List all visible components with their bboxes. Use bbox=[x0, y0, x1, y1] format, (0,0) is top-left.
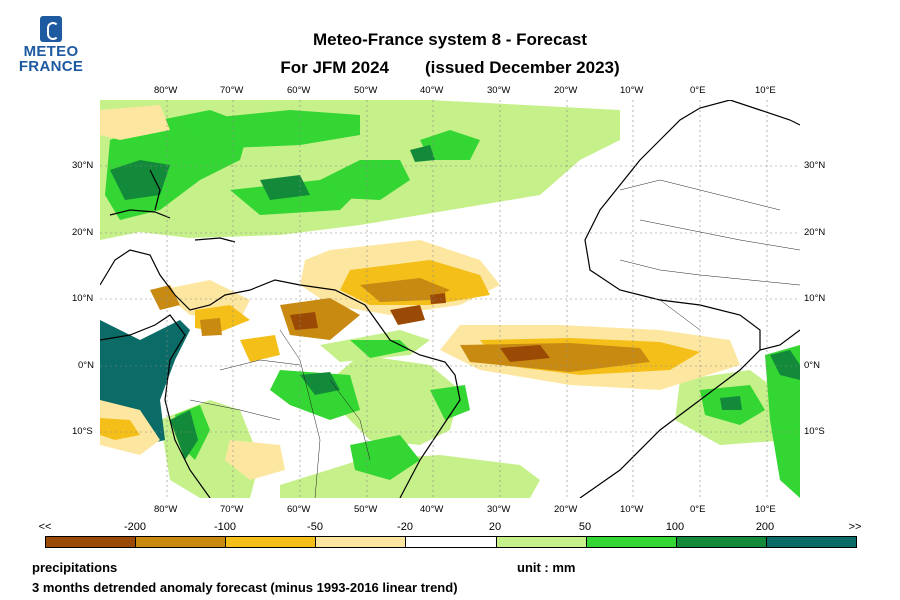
legend-swatch bbox=[46, 537, 136, 547]
lon-label-bottom: 0°E bbox=[690, 504, 706, 515]
legend-swatch bbox=[135, 537, 226, 547]
lat-label-left: 0°N bbox=[78, 360, 94, 371]
lat-label-right: 10°N bbox=[804, 293, 826, 304]
map-title: Meteo-France system 8 - Forecast bbox=[313, 30, 587, 49]
legend-edge-left: << bbox=[38, 521, 52, 533]
legend-swatch bbox=[225, 537, 316, 547]
legend-swatch bbox=[405, 537, 496, 547]
legend-swatch bbox=[315, 537, 406, 547]
logo-text-line1: METEO bbox=[23, 43, 79, 60]
legend-tick: -100 bbox=[213, 521, 237, 533]
lon-label-bottom: 50°W bbox=[354, 504, 378, 515]
lat-label-left: 10°S bbox=[72, 426, 93, 437]
lon-label-bottom: 20°W bbox=[554, 504, 578, 515]
lon-label-bottom: 30°W bbox=[487, 504, 511, 515]
lon-label-top: 70°W bbox=[220, 85, 244, 96]
variable-name: precipitations bbox=[32, 560, 118, 575]
legend-swatch bbox=[675, 537, 766, 547]
lon-label-bottom: 10°E bbox=[755, 504, 776, 515]
lon-label-bottom: 80°W bbox=[154, 504, 178, 515]
lon-label-top: 40°W bbox=[420, 85, 444, 96]
legend-tick: 100 bbox=[665, 521, 685, 533]
lon-label-bottom: 70°W bbox=[220, 504, 244, 515]
lat-label-right: 30°N bbox=[804, 160, 826, 171]
legend-swatch bbox=[585, 537, 676, 547]
description: 3 months detrended anomaly forecast (min… bbox=[32, 580, 458, 595]
logo-icon bbox=[40, 16, 62, 42]
anomaly-dark-green bbox=[110, 145, 800, 460]
forecast-map: 80°W 70°W 60°W 50°W 40°W 30°W 20°W 10°W … bbox=[72, 85, 825, 515]
lat-label-left: 30°N bbox=[72, 160, 94, 171]
meteo-france-logo: METEO FRANCE bbox=[18, 16, 84, 74]
graticule bbox=[100, 100, 800, 498]
lat-label-left: 20°N bbox=[72, 227, 94, 238]
lon-label-top: 80°W bbox=[154, 85, 178, 96]
lon-label-top: 50°W bbox=[354, 85, 378, 96]
legend-tick: -200 bbox=[123, 521, 147, 533]
legend-tick: 200 bbox=[755, 521, 775, 533]
issue-date: (issued December 2023) bbox=[425, 58, 620, 77]
lat-label-right: 0°N bbox=[804, 360, 820, 371]
anomaly-green bbox=[105, 110, 800, 498]
legend-tick: 50 bbox=[578, 521, 592, 533]
forecast-period: For JFM 2024 bbox=[280, 58, 389, 77]
lon-label-top: 10°E bbox=[755, 85, 776, 96]
lon-label-top: 0°E bbox=[690, 85, 706, 96]
logo-text-line2: FRANCE bbox=[18, 58, 84, 75]
lon-label-bottom: 60°W bbox=[287, 504, 311, 515]
lon-label-bottom: 10°W bbox=[620, 504, 644, 515]
lon-label-top: 60°W bbox=[287, 85, 311, 96]
lat-label-right: 10°S bbox=[804, 426, 825, 437]
legend-swatch bbox=[495, 537, 586, 547]
coastlines bbox=[100, 100, 800, 498]
legend-swatch bbox=[765, 537, 856, 547]
lon-label-top: 10°W bbox=[620, 85, 644, 96]
lat-label-left: 10°N bbox=[72, 293, 94, 304]
lon-label-top: 20°W bbox=[554, 85, 578, 96]
legend-tick: -50 bbox=[307, 521, 323, 533]
legend-tick: -20 bbox=[397, 521, 413, 533]
lon-label-bottom: 40°W bbox=[420, 504, 444, 515]
map-canvas bbox=[100, 100, 800, 498]
unit-label: unit : mm bbox=[517, 560, 576, 575]
lat-label-right: 20°N bbox=[804, 227, 826, 238]
legend-edge-right: >> bbox=[848, 521, 862, 533]
map-subtitle: For JFM 2024 (issued December 2023) bbox=[0, 58, 900, 78]
lon-label-top: 30°W bbox=[487, 85, 511, 96]
legend-tick: 20 bbox=[488, 521, 502, 533]
legend-colorbar bbox=[45, 536, 857, 548]
anomaly-brown bbox=[290, 293, 550, 362]
